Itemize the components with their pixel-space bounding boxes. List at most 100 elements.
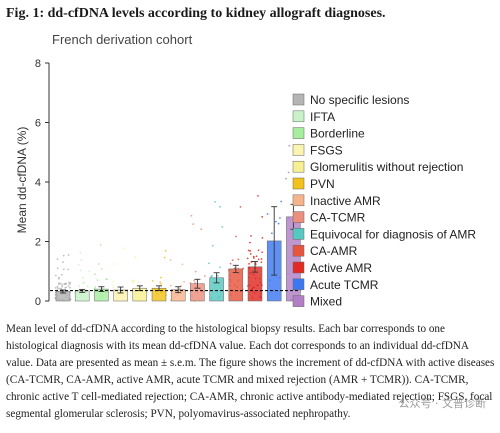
data-dot xyxy=(164,249,167,252)
data-dot xyxy=(277,222,280,225)
y-axis: 0 2 4 6 8 xyxy=(35,58,301,308)
data-dot xyxy=(208,262,210,265)
data-dot xyxy=(68,281,70,284)
data-dot xyxy=(169,258,172,261)
data-dot xyxy=(280,200,283,203)
data-dot xyxy=(68,283,71,286)
data-dot xyxy=(96,279,99,281)
data-dot xyxy=(249,241,251,244)
data-dot xyxy=(181,263,184,266)
data-dot xyxy=(266,213,269,215)
data-dot xyxy=(249,250,252,252)
data-dot xyxy=(261,215,264,218)
data-dot xyxy=(211,244,214,247)
legend-label-12: Mixed xyxy=(310,295,342,309)
data-dot xyxy=(252,257,255,259)
figure-caption: Mean level of dd-cfDNA according to the … xyxy=(6,323,495,420)
data-dot xyxy=(194,270,197,273)
figure-title: Fig. 1: dd-cfDNA levels according to kid… xyxy=(6,6,386,21)
data-dot xyxy=(67,254,70,256)
data-dot xyxy=(193,279,196,282)
data-dot xyxy=(65,283,68,285)
data-dot xyxy=(257,258,260,261)
data-dot xyxy=(82,276,84,279)
data-dot xyxy=(180,284,183,287)
data-dot xyxy=(219,205,221,208)
data-dot xyxy=(261,236,264,239)
data-dot xyxy=(231,259,234,262)
legend-label-5: PVN xyxy=(310,177,335,191)
data-dot xyxy=(56,285,59,288)
data-dot xyxy=(94,273,96,276)
data-dot xyxy=(54,286,57,289)
legend-swatch-9 xyxy=(292,244,305,257)
data-dot xyxy=(151,280,154,282)
legend-swatch-11 xyxy=(292,278,305,291)
data-dot xyxy=(57,283,60,286)
legend-swatch-2 xyxy=(292,127,305,139)
data-dot xyxy=(255,255,258,258)
data-dot xyxy=(219,266,221,269)
data-dot xyxy=(249,253,252,255)
data-dot xyxy=(250,261,253,263)
data-dot xyxy=(247,249,250,252)
data-dot xyxy=(159,281,162,283)
legend-swatch-3 xyxy=(292,144,305,156)
data-dot xyxy=(221,226,224,228)
data-dot xyxy=(67,285,70,288)
legend-label-2: Borderline xyxy=(310,127,365,141)
data-dot xyxy=(79,259,82,261)
data-dot xyxy=(260,261,263,264)
data-dot xyxy=(179,287,181,290)
data-dot xyxy=(56,258,59,261)
data-dot xyxy=(61,283,63,286)
y-tick-label-3: 6 xyxy=(35,118,41,130)
data-dot xyxy=(260,258,263,260)
data-dot xyxy=(83,281,85,284)
data-dot xyxy=(250,234,252,237)
data-dot xyxy=(163,256,166,259)
data-dot xyxy=(65,286,67,289)
data-dot xyxy=(216,274,219,277)
legend-label-6: Inactive AMR xyxy=(310,194,381,208)
data-dot xyxy=(257,194,259,197)
legend-label-7: CA-TCMR xyxy=(310,211,366,225)
data-dot xyxy=(261,251,264,254)
data-dot xyxy=(78,285,81,288)
data-dot xyxy=(54,274,57,277)
data-dot xyxy=(194,282,196,284)
data-dot xyxy=(62,254,65,257)
legend-label-4: Glomerulitis without rejection xyxy=(310,160,463,174)
data-dot xyxy=(58,276,60,279)
data-dot xyxy=(169,284,172,287)
data-dot xyxy=(200,228,203,231)
data-dot xyxy=(88,270,91,272)
data-dot xyxy=(190,214,193,217)
legend-label-1: IFTA xyxy=(310,110,335,124)
data-dot xyxy=(99,243,102,246)
data-dot xyxy=(160,282,162,285)
chart-legend: No specific lesions IFTA Borderline FSGS Glo… xyxy=(292,93,476,309)
legend-swatch-5 xyxy=(292,177,305,190)
y-tick-label-4: 8 xyxy=(35,58,41,70)
legend-label-0: No specific lesions xyxy=(310,93,409,107)
data-dot xyxy=(79,251,82,254)
data-dot xyxy=(246,257,249,260)
data-dot xyxy=(77,263,80,266)
data-dot xyxy=(288,144,291,147)
bar-chart: French derivation cohort Mean dd-cfDNA (… xyxy=(15,32,476,309)
individual-value-dots xyxy=(54,128,301,302)
data-dot xyxy=(79,269,82,272)
data-dot xyxy=(134,256,137,259)
data-dot xyxy=(203,275,206,277)
data-dot xyxy=(123,247,126,250)
data-dot xyxy=(137,281,140,284)
data-dot xyxy=(112,286,115,289)
data-dot xyxy=(58,287,61,290)
data-dot xyxy=(235,235,237,238)
legend-label-8: Equivocal for diagnosis of AMR xyxy=(310,227,476,241)
chart-title: French derivation cohort xyxy=(52,32,193,47)
data-dot xyxy=(285,177,287,180)
data-dot xyxy=(183,281,185,283)
data-dot xyxy=(97,263,100,265)
